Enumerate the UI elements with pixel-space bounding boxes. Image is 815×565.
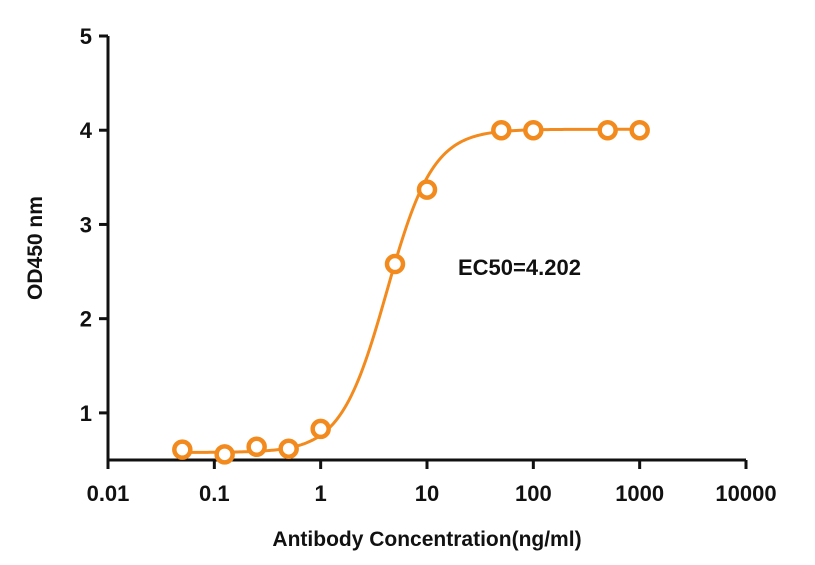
y-tick-label: 5 [80, 24, 92, 49]
fit-curve [182, 127, 640, 454]
x-tick-label: 1 [315, 481, 327, 506]
data-point [523, 119, 544, 141]
x-tick-label: 1000 [615, 481, 664, 506]
x-ticks: 0.01 0.1 1 10 100 1000 10000 [87, 460, 777, 506]
data-point [597, 119, 618, 141]
ec50-annotation: EC50=4.202 [458, 255, 581, 280]
y-tick-label: 2 [80, 307, 92, 332]
data-point [246, 436, 267, 458]
x-tick-label: 100 [515, 481, 552, 506]
y-ticks: 1 2 3 4 5 [80, 24, 108, 426]
data-point [416, 179, 438, 200]
data-point [629, 119, 650, 141]
data-point [172, 439, 193, 460]
plot-area: 1 2 3 4 5 0.01 0.1 1 10 100 1000 10000 [80, 24, 777, 506]
data-points [172, 119, 650, 465]
y-tick-label: 4 [80, 118, 93, 143]
y-axis-title: OD450 nm [24, 196, 47, 300]
x-tick-label: 0.1 [199, 481, 230, 506]
data-point [384, 253, 406, 275]
y-tick-label: 1 [80, 401, 92, 426]
y-tick-label: 3 [80, 212, 92, 237]
data-point [310, 418, 331, 440]
data-point [214, 444, 235, 465]
data-point [491, 119, 512, 141]
data-point [278, 438, 299, 459]
x-tick-label: 10000 [715, 481, 776, 506]
x-tick-label: 10 [415, 481, 439, 506]
x-tick-label: 0.01 [87, 481, 130, 506]
x-axis-title: Antibody Concentration(ng/ml) [272, 528, 581, 551]
